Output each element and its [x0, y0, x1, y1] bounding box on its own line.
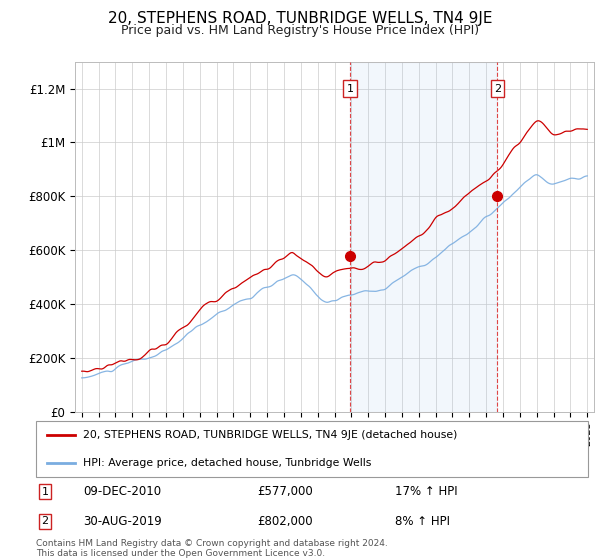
- Text: HPI: Average price, detached house, Tunbridge Wells: HPI: Average price, detached house, Tunb…: [83, 458, 371, 468]
- Bar: [350, 62, 497, 412]
- Text: £577,000: £577,000: [257, 485, 313, 498]
- Text: 30-AUG-2019: 30-AUG-2019: [83, 515, 161, 528]
- FancyBboxPatch shape: [36, 421, 588, 477]
- Text: 8% ↑ HPI: 8% ↑ HPI: [395, 515, 450, 528]
- Text: 17% ↑ HPI: 17% ↑ HPI: [395, 485, 457, 498]
- Text: 1: 1: [347, 83, 353, 94]
- Text: £802,000: £802,000: [257, 515, 313, 528]
- Text: 1: 1: [41, 487, 49, 497]
- Text: 09-DEC-2010: 09-DEC-2010: [83, 485, 161, 498]
- Text: 20, STEPHENS ROAD, TUNBRIDGE WELLS, TN4 9JE (detached house): 20, STEPHENS ROAD, TUNBRIDGE WELLS, TN4 …: [83, 430, 457, 440]
- Text: Price paid vs. HM Land Registry's House Price Index (HPI): Price paid vs. HM Land Registry's House …: [121, 24, 479, 36]
- Text: 2: 2: [41, 516, 49, 526]
- Text: Contains HM Land Registry data © Crown copyright and database right 2024.
This d: Contains HM Land Registry data © Crown c…: [36, 539, 388, 558]
- Text: 2: 2: [494, 83, 501, 94]
- Text: 20, STEPHENS ROAD, TUNBRIDGE WELLS, TN4 9JE: 20, STEPHENS ROAD, TUNBRIDGE WELLS, TN4 …: [108, 11, 492, 26]
